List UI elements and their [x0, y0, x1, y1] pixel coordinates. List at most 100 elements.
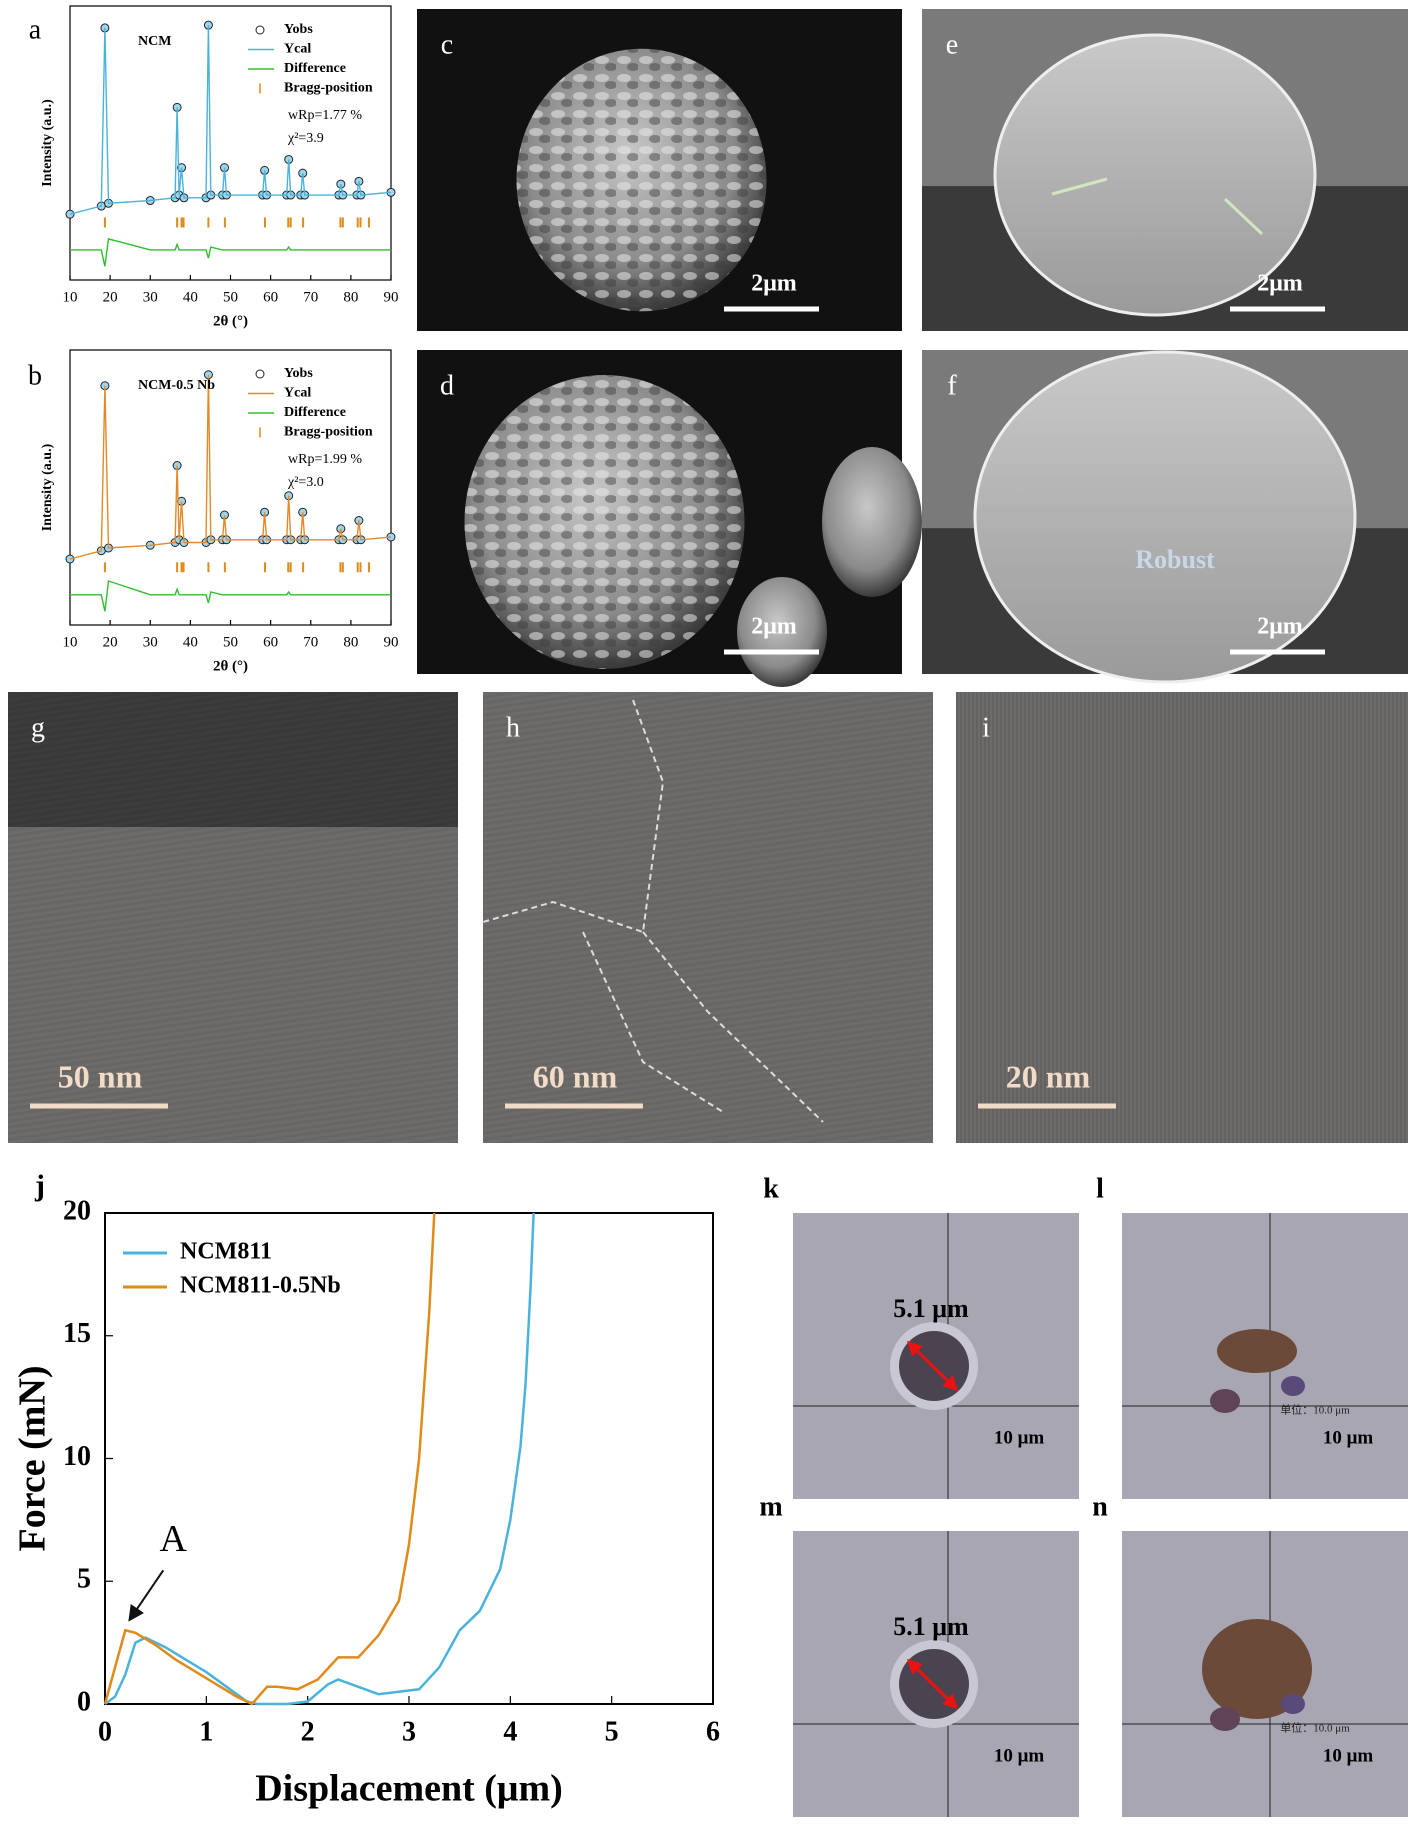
- legend-label: Bragg-position: [284, 81, 373, 96]
- debris: [1281, 1376, 1305, 1396]
- data-line: [104, 1212, 535, 1706]
- y-tick-label: 10: [63, 1441, 91, 1472]
- scale-bar-label: 10 μm: [1323, 1427, 1374, 1448]
- y-axis-label: Intensity (a.u.): [40, 99, 55, 187]
- legend-label: NCM811: [180, 1239, 272, 1265]
- lattice-fringes: [956, 692, 1408, 1143]
- x-tick-label: 4: [503, 1716, 517, 1747]
- x-tick-label: 6: [706, 1716, 720, 1747]
- debris: [1210, 1389, 1240, 1413]
- panel-label: c: [441, 29, 453, 60]
- x-tick-label: 90: [384, 634, 399, 650]
- panel-label: g: [31, 712, 45, 743]
- scale-bar-label: 10 μm: [994, 1427, 1045, 1448]
- measurement-label: 5.1 μm: [893, 1612, 969, 1641]
- panel-label: e: [946, 29, 958, 60]
- image-panel: f 2μm Robust: [922, 350, 1408, 684]
- measure-arrow: [906, 1658, 959, 1710]
- particle-grains: [464, 375, 745, 669]
- grain-boundary: [642, 931, 824, 1123]
- unit-note: 单位：10.0 μm: [1280, 1403, 1350, 1417]
- x-tick-label: 60: [263, 634, 278, 650]
- panel-label: j: [34, 1169, 45, 1202]
- y-tick-label: 20: [63, 1195, 91, 1226]
- scale-bar-label: 10 μm: [1323, 1745, 1374, 1766]
- panel-label: l: [1096, 1173, 1104, 1204]
- panel-label: h: [506, 712, 520, 743]
- x-tick-label: 0: [98, 1716, 112, 1747]
- panel-label: m: [759, 1491, 782, 1522]
- legend-label: Difference: [284, 61, 346, 76]
- grain-boundary: [582, 931, 724, 1113]
- particle: [822, 447, 922, 597]
- fit-note: wRp=1.77 %: [288, 108, 362, 123]
- sample-label: NCM: [138, 34, 171, 49]
- x-tick-label: 2: [301, 1716, 315, 1747]
- panel-label: a: [29, 14, 42, 45]
- particle: [737, 577, 827, 687]
- data-point: [65, 209, 75, 219]
- measurement-label: 5.1 μm: [893, 1294, 969, 1323]
- image-panel: g 50 nm: [8, 692, 458, 1143]
- scale-bar-label: 50 nm: [58, 1058, 143, 1094]
- x-tick-label: 20: [103, 289, 118, 305]
- particle-grains: [516, 48, 767, 312]
- y-tick-label: 5: [77, 1564, 91, 1595]
- legend-label: Difference: [284, 405, 346, 420]
- x-tick-label: 90: [384, 289, 399, 305]
- image-panel: i 20 nm: [956, 692, 1408, 1143]
- x-tick-label: 50: [223, 634, 238, 650]
- image-panel: n 10 μm 单位：10.0 μm: [1092, 1491, 1408, 1817]
- legend-label: NCM811-0.5Nb: [180, 1273, 341, 1299]
- x-axis-label: 2θ (°): [213, 658, 248, 674]
- scale-bar-label: 20 nm: [1006, 1058, 1091, 1094]
- crack-arrow: [1223, 197, 1264, 236]
- data-line: [103, 1212, 436, 1706]
- panel-label: n: [1092, 1491, 1108, 1522]
- x-tick-label: 40: [183, 634, 198, 650]
- image-panel: l 10 μm 单位：10.0 μm: [1096, 1173, 1408, 1499]
- panel-label: k: [763, 1173, 779, 1204]
- x-tick-label: 30: [143, 289, 158, 305]
- x-tick-label: 70: [303, 289, 318, 305]
- plot-frame: [69, 5, 392, 281]
- fit-note: wRp=1.99 %: [288, 452, 362, 467]
- image-panel: h 60 nm: [482, 692, 933, 1143]
- unit-note: 单位：10.0 μm: [1280, 1721, 1350, 1735]
- y-axis-label: Force (mN): [12, 1365, 54, 1551]
- scale-bar-label: 2μm: [751, 614, 797, 640]
- panel-label: f: [947, 370, 957, 401]
- scale-bar-label: 2μm: [1257, 614, 1303, 640]
- data-line: [70, 238, 391, 267]
- x-tick-label: 50: [223, 289, 238, 305]
- image-panel: c 2μm: [417, 9, 902, 331]
- x-tick-label: 30: [143, 634, 158, 650]
- y-tick-label: 0: [77, 1686, 91, 1717]
- image-panel: m 10 μm 5.1 μm: [759, 1491, 1079, 1817]
- sample-label: NCM-0.5 Nb: [138, 378, 215, 393]
- debris: [1210, 1707, 1240, 1731]
- legend-label: Ycal: [284, 42, 311, 57]
- x-tick-label: 80: [343, 289, 358, 305]
- data-line: [69, 25, 392, 215]
- lattice-fringes: [483, 692, 933, 1143]
- annotation-arrow: [128, 1569, 165, 1622]
- x-tick-label: 10: [63, 289, 78, 305]
- debris: [1217, 1329, 1297, 1373]
- x-tick-label: 3: [402, 1716, 416, 1747]
- crack-arrow: [1051, 177, 1108, 196]
- debris: [1281, 1694, 1305, 1714]
- x-tick-label: 5: [605, 1716, 619, 1747]
- image-panel: k 10 μm 5.1 μm: [763, 1173, 1079, 1499]
- image-panel: e 2μm: [922, 9, 1408, 331]
- x-tick-label: 20: [103, 634, 118, 650]
- measure-arrow: [906, 1340, 959, 1392]
- data-line: [69, 374, 392, 560]
- scale-bar-label: 10 μm: [994, 1745, 1045, 1766]
- x-axis-label: 2θ (°): [213, 313, 248, 329]
- legend-label: Yobs: [284, 22, 313, 37]
- x-axis-label: Displacement (μm): [255, 1768, 563, 1810]
- legend-label: Bragg-position: [284, 425, 373, 440]
